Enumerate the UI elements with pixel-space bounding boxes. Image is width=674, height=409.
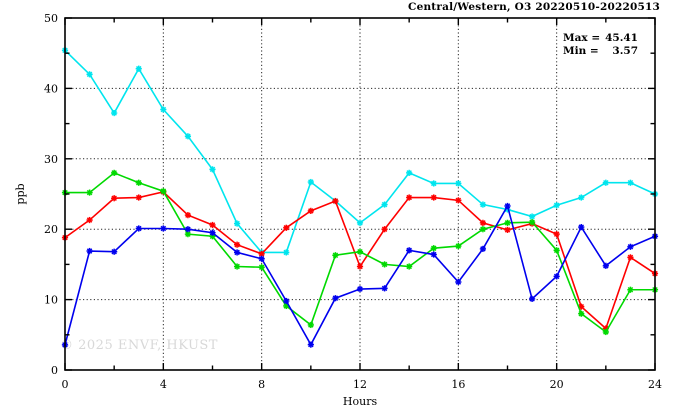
- y-tick-label: 40: [44, 82, 58, 95]
- x-tick-label: 8: [258, 378, 265, 391]
- x-tick-label: 12: [353, 378, 367, 391]
- y-tick-label: 20: [44, 223, 58, 236]
- stats-min-label: Min =: [563, 45, 599, 57]
- x-tick-label: 0: [62, 378, 69, 391]
- watermark: © 2025 ENVF, HKUST: [60, 338, 218, 353]
- y-tick-label: 10: [44, 294, 58, 307]
- y-tick-label: 30: [44, 153, 58, 166]
- x-axis-title: Hours: [343, 395, 378, 408]
- stats-min-value: 3.57: [612, 45, 638, 57]
- y-axis-title: ppb: [14, 183, 27, 204]
- y-tick-label: 0: [51, 364, 58, 377]
- series-markers-day-3: [61, 169, 659, 336]
- x-tick-label: 24: [648, 378, 662, 391]
- stats-max-label: Max =: [563, 32, 600, 44]
- y-tick-label: 50: [44, 12, 58, 25]
- chart-title: Central/Western, O3 20220510-20220513: [408, 1, 660, 13]
- x-tick-label: 4: [160, 378, 167, 391]
- x-tick-label: 20: [550, 378, 564, 391]
- stats-max-value: 45.41: [605, 32, 638, 44]
- x-tick-label: 16: [451, 378, 465, 391]
